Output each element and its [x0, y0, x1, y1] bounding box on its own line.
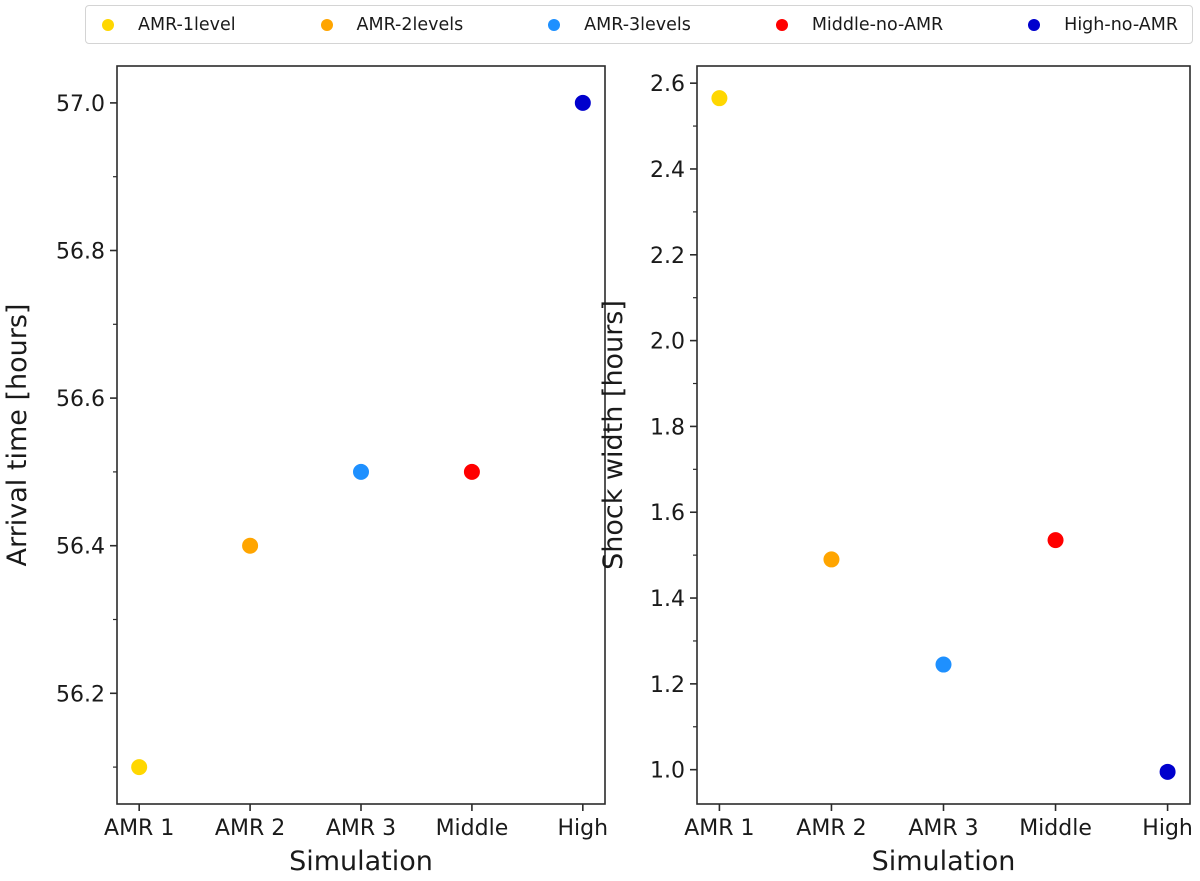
- y-tick-label: 56.6: [56, 387, 105, 412]
- legend-item-middle-no-amr: Middle-no-AMR: [775, 14, 944, 35]
- legend-item-amr-1level: AMR-1level: [102, 15, 236, 35]
- middle-no-amr-marker-icon: [775, 18, 788, 31]
- data-point-AMR-3levels: [935, 656, 952, 673]
- data-point-Middle-no-AMR: [463, 463, 480, 480]
- plot-border: [696, 65, 1191, 805]
- x-tick-label: High: [1142, 816, 1193, 841]
- y-tick-label: 1.2: [650, 673, 685, 698]
- y-axis-label: Shock width [hours]: [598, 300, 629, 570]
- x-tick-label: AMR 2: [215, 816, 285, 841]
- y-tick-label: 56.4: [56, 535, 105, 560]
- legend-label: AMR-1level: [138, 14, 236, 35]
- y-tick-label: 57.0: [56, 92, 105, 117]
- legend-label: AMR-3levels: [584, 14, 691, 35]
- x-tick-label: AMR 1: [104, 816, 174, 841]
- y-axis-label: Arrival time [hours]: [2, 304, 33, 567]
- legend-item-amr-3levels: AMR-3levels: [548, 15, 691, 35]
- data-point-AMR-3levels: [353, 463, 369, 480]
- x-tick-label: AMR 3: [326, 816, 396, 841]
- subplot-1: 1.0 1.2 1.4 1.6 1.8 2.0 2.2 2.4 2.6 AMR 1 AMR 2 AMR…: [598, 65, 1193, 877]
- x-tick-label: AMR 2: [796, 816, 866, 841]
- legend-item-high-no-amr: High-no-AMR: [1028, 15, 1178, 35]
- y-tick-label: 56.2: [56, 682, 105, 707]
- y-tick-label: 56.8: [56, 240, 105, 265]
- plot-border: [116, 65, 606, 805]
- y-tick-label: 2.4: [650, 158, 685, 183]
- data-point-AMR-1level: [131, 759, 148, 776]
- legend-item-amr-2levels: AMR-2levels: [320, 14, 464, 35]
- x-axis-label: Simulation: [872, 846, 1016, 877]
- data-point-High-no-AMR: [1159, 763, 1176, 780]
- x-tick-label: AMR 3: [908, 816, 978, 841]
- y-tick-label: 1.6: [650, 501, 685, 526]
- x-tick-label: AMR 1: [684, 816, 754, 841]
- y-tick-label: 2.6: [650, 72, 685, 97]
- x-axis-label: Simulation: [289, 846, 433, 877]
- legend-label: Middle-no-AMR: [811, 14, 944, 35]
- x-tick-label: Middle: [1019, 816, 1092, 841]
- subplot-0: 56.2 56.4 56.6 56.8 57.0 AMR 1 AMR 2 AMR 3 Middl…: [2, 65, 609, 877]
- y-tick-label: 1.8: [650, 415, 685, 440]
- legend: AMR-1level AMR-2levels AMR-3levels Middl…: [85, 5, 1193, 44]
- x-tick-label: Middle: [436, 816, 509, 841]
- x-tick-label: High: [558, 816, 609, 841]
- high-no-amr-marker-icon: [1028, 18, 1041, 31]
- y-tick-label: 2.0: [650, 330, 685, 355]
- amr-1level-marker-icon: [102, 18, 114, 31]
- data-point-High-no-AMR: [574, 94, 591, 111]
- amr-3levels-marker-icon: [548, 18, 561, 31]
- amr-2levels-marker-icon: [320, 18, 333, 31]
- data-point-AMR-2levels: [823, 551, 840, 568]
- legend-label: High-no-AMR: [1064, 14, 1178, 35]
- data-point-AMR-2levels: [242, 537, 259, 554]
- y-tick-label: 1.4: [650, 587, 685, 612]
- y-tick-label: 1.0: [650, 759, 685, 784]
- y-tick-label: 2.2: [650, 244, 685, 269]
- data-point-AMR-1level: [711, 90, 728, 107]
- data-point-Middle-no-AMR: [1047, 532, 1064, 549]
- legend-label: AMR-2levels: [356, 14, 464, 35]
